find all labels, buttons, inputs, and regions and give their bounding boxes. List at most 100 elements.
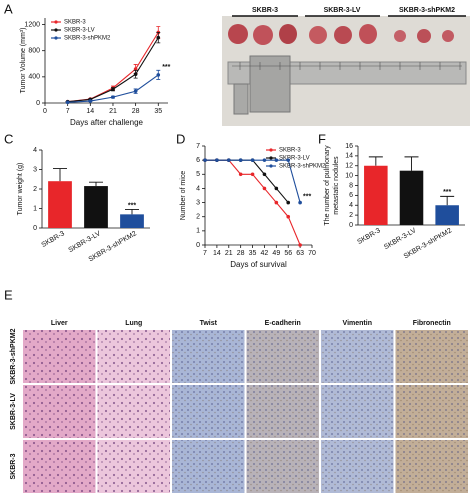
- data-point: [274, 158, 279, 162]
- x-tick-label: SKBR-3-LV: [68, 230, 103, 254]
- x-tick-label: 14: [86, 108, 94, 115]
- bar: [84, 186, 108, 228]
- panel-letter: F: [318, 131, 326, 146]
- micrograph-texture: [321, 385, 394, 438]
- data-point: [88, 99, 93, 103]
- data-point: [133, 72, 138, 77]
- significance-annotation: ***: [303, 193, 311, 200]
- panel-letter: E: [4, 287, 13, 302]
- x-tick-label: 56: [284, 250, 292, 257]
- x-tick-label: 21: [225, 250, 233, 257]
- x-tick-label: 49: [272, 250, 280, 257]
- significance-annotation: ***: [443, 189, 451, 196]
- column-header: Liver: [51, 320, 68, 327]
- micrograph-texture: [246, 440, 319, 493]
- tumor-photo: [222, 4, 470, 126]
- panel-letter: D: [176, 131, 185, 146]
- y-tick-label: 10: [345, 172, 353, 179]
- y-tick-label: 4: [33, 147, 37, 154]
- data-point: [298, 243, 302, 247]
- legend-marker: [269, 148, 273, 152]
- y-tick-label: 3: [196, 199, 200, 206]
- micrograph-texture: [97, 330, 170, 383]
- data-point: [262, 186, 267, 191]
- micrograph-texture: [23, 330, 96, 383]
- data-point: [156, 35, 161, 40]
- column-header: Twist: [200, 320, 218, 327]
- series-line: [67, 37, 159, 103]
- column-header: Lung: [125, 320, 142, 327]
- y-tick-label: 1: [196, 228, 200, 235]
- group-label: SKBR-3-shPKM2: [399, 7, 455, 14]
- bar: [48, 181, 72, 228]
- micrograph-texture: [395, 440, 468, 493]
- y-axis-label: metastatic nodules: [333, 156, 340, 215]
- y-tick-label: 7: [196, 143, 200, 150]
- micrograph-texture: [395, 330, 468, 383]
- y-tick-label: 0: [36, 100, 40, 107]
- bar: [399, 170, 424, 225]
- x-tick-label: 35: [249, 250, 257, 257]
- panel-letter: A: [4, 1, 13, 16]
- data-point: [250, 158, 255, 162]
- y-tick-label: 1200: [24, 21, 40, 28]
- micrograph-texture: [172, 440, 245, 493]
- data-point: [274, 200, 279, 205]
- x-tick-label: 63: [296, 250, 304, 257]
- micrograph-texture: [395, 385, 468, 438]
- error-bar: [440, 195, 455, 206]
- micrograph-texture: [23, 385, 96, 438]
- data-point: [286, 158, 291, 162]
- legend-marker: [269, 156, 273, 160]
- legend-label: SKBR-3-LV: [64, 28, 95, 34]
- x-tick-label: 28: [132, 108, 140, 115]
- group-label: SKBR-3-LV: [324, 7, 361, 14]
- data-point: [250, 172, 255, 177]
- data-point: [215, 158, 219, 162]
- bar: [435, 205, 459, 225]
- row-label: SKBR-3-LV: [10, 393, 17, 430]
- data-point: [286, 200, 291, 205]
- y-tick-label: 2: [33, 186, 37, 193]
- column-header: Fibronectin: [413, 320, 451, 327]
- legend-marker: [54, 20, 58, 24]
- legend-label: SKBR-3-shPKM2: [64, 36, 111, 42]
- legend-marker: [54, 28, 58, 32]
- micrograph-texture: [97, 440, 170, 493]
- data-point: [111, 87, 115, 92]
- micrograph-texture: [246, 385, 319, 438]
- data-point: [238, 158, 243, 162]
- error-bar: [404, 156, 419, 171]
- significance-annotation: ***: [128, 202, 136, 209]
- y-tick-label: 2: [349, 212, 353, 219]
- x-tick-label: 35: [154, 108, 162, 115]
- y-tick-label: 8: [349, 182, 353, 189]
- micrograph-texture: [321, 330, 394, 383]
- error-bar: [53, 168, 67, 182]
- legend-label: SKBR-3-LV: [279, 156, 310, 162]
- data-point: [238, 172, 243, 177]
- y-axis-label: Tumor Volume (mm³): [20, 28, 27, 94]
- y-tick-label: 1: [33, 205, 37, 212]
- y-axis-label: The number of pulmonary: [324, 145, 331, 226]
- legend-marker: [269, 164, 273, 168]
- y-tick-label: 0: [349, 222, 353, 229]
- x-tick-label: 0: [43, 108, 47, 115]
- legend-label: SKBR-3: [279, 148, 301, 154]
- data-point: [133, 89, 138, 94]
- y-tick-label: 5: [196, 171, 200, 178]
- y-tick-label: 4: [196, 185, 200, 192]
- data-point: [286, 214, 291, 219]
- legend-marker: [54, 36, 58, 40]
- y-axis-label: Number of mice: [180, 171, 187, 221]
- micrograph-texture: [246, 330, 319, 383]
- y-tick-label: 6: [349, 192, 353, 199]
- data-point: [65, 100, 70, 105]
- row-label: SKBR-3-shPKM2: [10, 328, 17, 384]
- legend-label: SKBR-3-shPKM2: [279, 164, 326, 170]
- significance-annotation: ***: [162, 64, 170, 71]
- data-point: [226, 158, 231, 162]
- micrograph-texture: [172, 330, 245, 383]
